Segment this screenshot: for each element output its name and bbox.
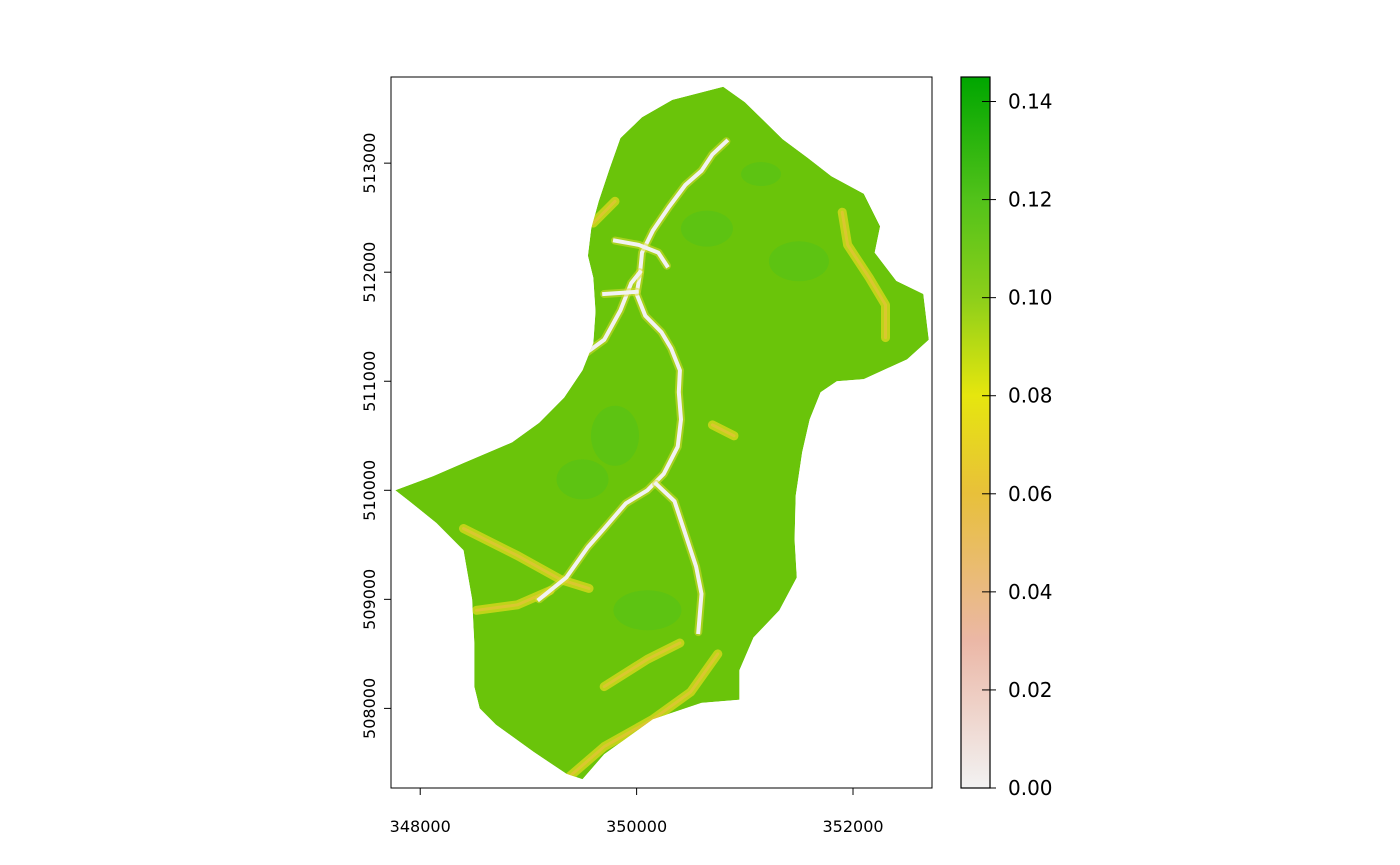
stream-channel xyxy=(536,138,730,603)
valley-core xyxy=(462,527,591,590)
stream-channel xyxy=(653,480,704,635)
y-tick-label: 508000 xyxy=(360,678,379,739)
hillslope-patch xyxy=(590,405,639,466)
legend-frame xyxy=(960,76,991,789)
hillslope-patch xyxy=(741,162,782,187)
legend-tick-label: 0.08 xyxy=(1008,384,1053,408)
hillslope-patch xyxy=(768,241,829,282)
hillslope-patch xyxy=(613,590,682,631)
legend-tick-label: 0.06 xyxy=(1008,482,1053,506)
legend-colorbar xyxy=(961,77,990,788)
x-axis: 348000 350000 352000 xyxy=(390,788,884,836)
stream-channel xyxy=(612,238,670,269)
legend-tick-label: 0.02 xyxy=(1008,678,1053,702)
y-axis: 508000 509000 510000 511000 512000 513000 xyxy=(360,133,391,739)
legend-tick-label: 0.04 xyxy=(1008,580,1053,604)
y-tick-label: 513000 xyxy=(360,133,379,194)
color-legend: 0.00 0.02 0.04 0.06 0.08 0.10 0.12 0.14 xyxy=(960,76,1053,800)
hillslope-patch xyxy=(680,210,733,247)
y-tick-label: 512000 xyxy=(360,242,379,303)
stream-channel xyxy=(602,289,639,297)
x-tick-label: 352000 xyxy=(822,817,883,836)
valley-core xyxy=(840,210,887,340)
map-panel xyxy=(395,86,929,780)
catchment-area xyxy=(395,86,929,780)
x-tick-label: 350000 xyxy=(606,817,667,836)
legend-tick-label: 0.12 xyxy=(1008,188,1053,212)
plot-frame xyxy=(390,76,933,789)
hillslope-patch xyxy=(538,276,583,313)
y-tick-label: 509000 xyxy=(360,569,379,630)
legend-tick-label: 0.10 xyxy=(1008,286,1053,310)
hillslope-patch xyxy=(556,459,609,500)
valley-core xyxy=(564,652,720,780)
x-tick-label: 348000 xyxy=(390,817,451,836)
valley-core xyxy=(710,423,736,438)
legend-tick-label: 0.14 xyxy=(1008,90,1053,114)
y-tick-label: 510000 xyxy=(360,460,379,521)
legend-tick-label: 0.00 xyxy=(1008,776,1053,800)
y-tick-label: 511000 xyxy=(360,351,379,412)
valley-core xyxy=(591,199,617,225)
map-frame xyxy=(390,76,933,789)
valley-core xyxy=(602,641,682,689)
